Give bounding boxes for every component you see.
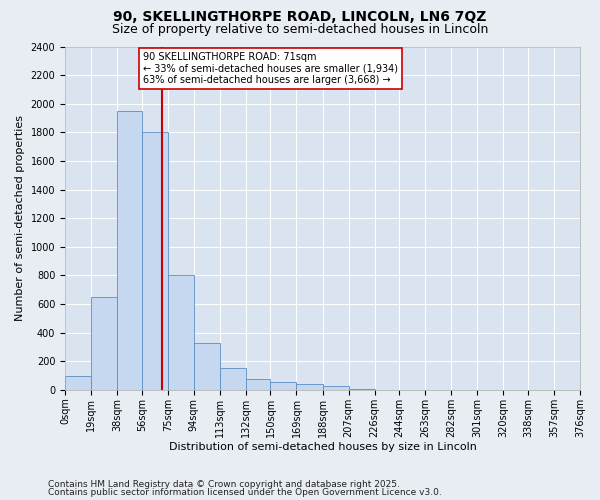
- Text: Contains public sector information licensed under the Open Government Licence v3: Contains public sector information licen…: [48, 488, 442, 497]
- Bar: [296, 384, 323, 390]
- Bar: [246, 379, 271, 390]
- Bar: [323, 386, 349, 390]
- Bar: [194, 344, 220, 390]
- Text: 90, SKELLINGTHORPE ROAD, LINCOLN, LN6 7QZ: 90, SKELLINGTHORPE ROAD, LINCOLN, LN6 7Q…: [113, 10, 487, 24]
- Bar: [220, 368, 246, 390]
- Bar: [91, 297, 117, 390]
- Bar: [117, 111, 142, 390]
- Text: Size of property relative to semi-detached houses in Lincoln: Size of property relative to semi-detach…: [112, 22, 488, 36]
- Text: 90 SKELLINGTHORPE ROAD: 71sqm
← 33% of semi-detached houses are smaller (1,934)
: 90 SKELLINGTHORPE ROAD: 71sqm ← 33% of s…: [143, 52, 398, 86]
- Bar: [65, 376, 91, 390]
- Bar: [349, 389, 374, 390]
- Bar: [142, 132, 168, 390]
- Y-axis label: Number of semi-detached properties: Number of semi-detached properties: [15, 115, 25, 321]
- Bar: [271, 382, 296, 390]
- Bar: [168, 276, 194, 390]
- X-axis label: Distribution of semi-detached houses by size in Lincoln: Distribution of semi-detached houses by …: [169, 442, 476, 452]
- Text: Contains HM Land Registry data © Crown copyright and database right 2025.: Contains HM Land Registry data © Crown c…: [48, 480, 400, 489]
